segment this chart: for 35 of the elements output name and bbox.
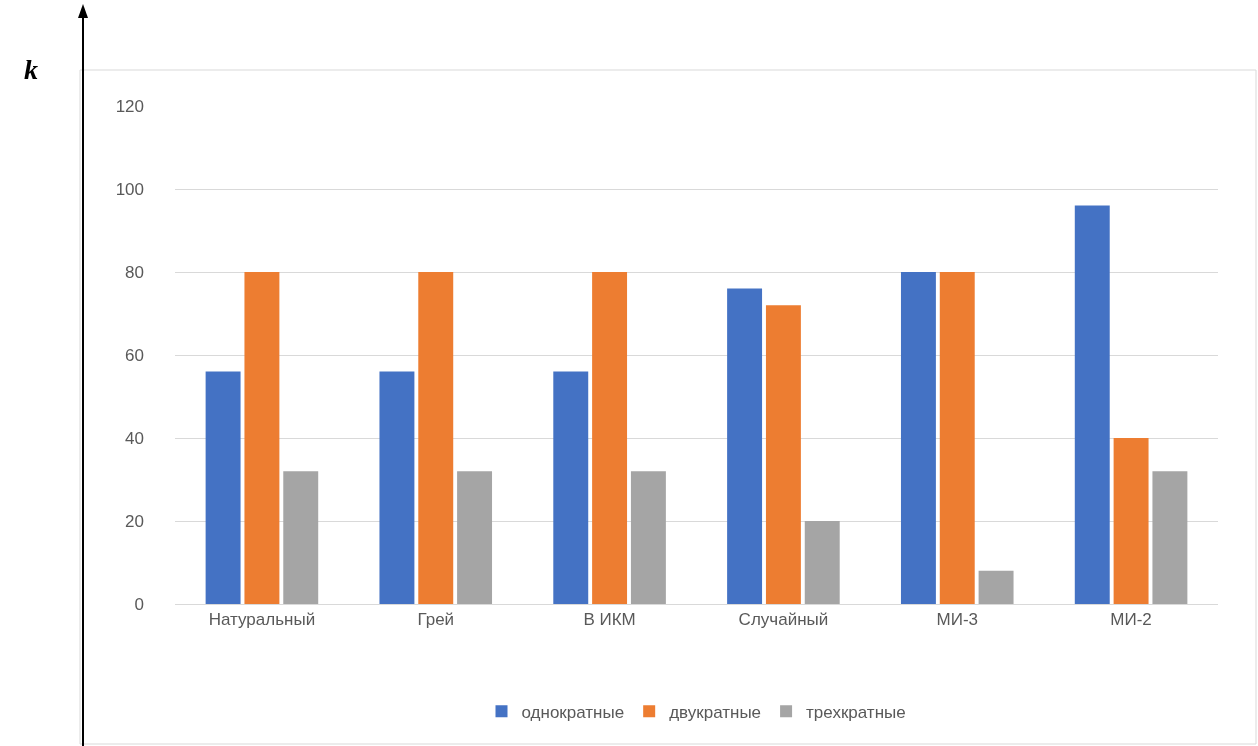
bar — [592, 272, 628, 604]
bar — [804, 521, 840, 604]
x-tick-label: В ИКМ — [583, 610, 636, 630]
bar — [418, 272, 454, 604]
bar — [900, 272, 936, 604]
y-tick-label: 40 — [125, 428, 144, 448]
bar — [727, 288, 763, 604]
x-tick-label: МИ-3 — [936, 610, 978, 630]
bar — [1074, 205, 1110, 604]
bar — [978, 570, 1014, 604]
bar — [244, 272, 280, 604]
bar — [553, 371, 589, 604]
x-tick-label: Случайный — [738, 610, 829, 630]
bar — [1113, 438, 1149, 604]
bar — [205, 371, 241, 604]
x-tick-label: Грей — [417, 610, 455, 630]
y-tick-label: 100 — [115, 179, 144, 199]
x-tick-label: МИ-2 — [1110, 610, 1152, 630]
bar — [1152, 471, 1188, 604]
bar — [630, 471, 666, 604]
legend-label: двукратные — [669, 702, 762, 722]
y-axis-title: k — [24, 54, 38, 85]
x-tick-label: Натуральный — [208, 610, 316, 630]
y-tick-label: 60 — [125, 345, 144, 365]
y-tick-label: 0 — [134, 594, 144, 614]
bar — [283, 471, 319, 604]
legend-label: однократные — [521, 702, 625, 722]
y-tick-label: 120 — [115, 96, 144, 116]
bar — [939, 272, 975, 604]
bar — [765, 305, 801, 604]
y-tick-label: 80 — [125, 262, 144, 282]
legend-label: трехкратные — [806, 702, 906, 722]
bar — [457, 471, 493, 604]
y-tick-label: 20 — [125, 511, 144, 531]
bar — [379, 371, 415, 604]
